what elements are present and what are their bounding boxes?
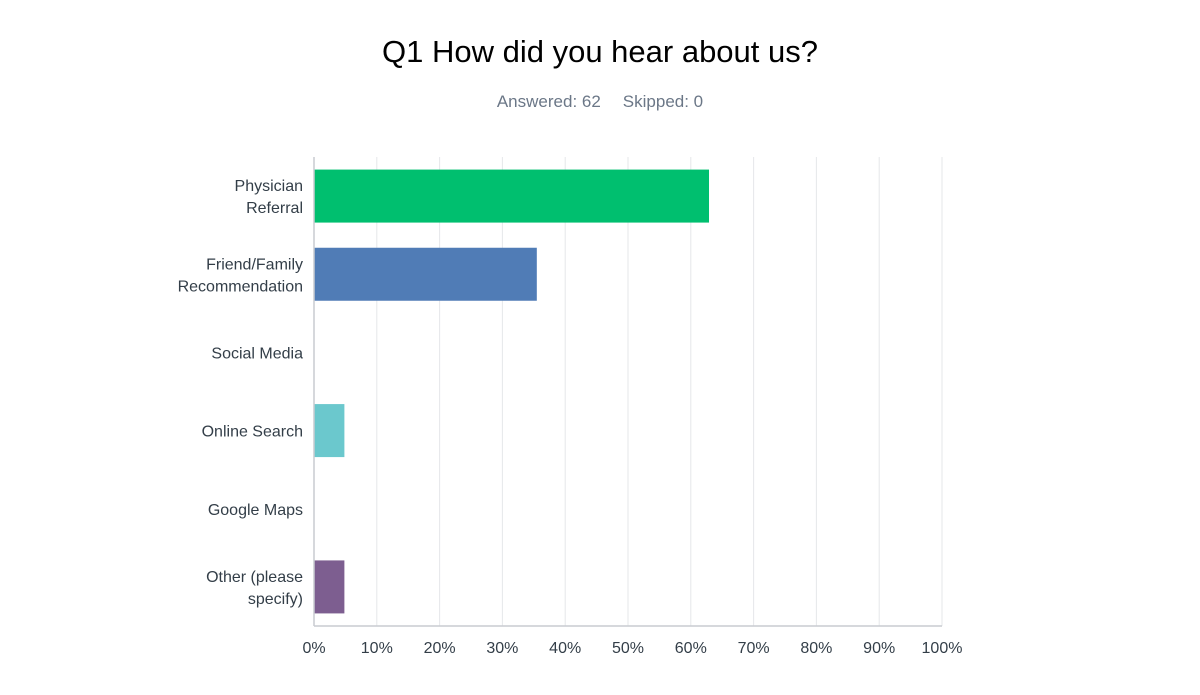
x-tick-label: 90% [863,640,895,657]
skipped-count: Skipped: 0 [622,92,704,111]
bar-1 [314,247,537,301]
category-label: Other (please specify) [206,569,303,608]
x-tick-labels: 0% 10% 20% 30% 40% 50% 60% 70% 80% 90% 100% [302,640,962,657]
answered-count: Answered: 62 [496,92,601,111]
category-label: Friend/Family Recommendation [178,256,303,295]
category-label: Physician Referral [235,178,303,217]
bar-5 [314,560,345,614]
category-label: Social Media [211,345,303,362]
axes [313,157,942,627]
bar-0 [314,169,710,223]
x-tick-label: 40% [549,640,581,657]
category-labels: Physician Referral Friend/Family Recommenda… [178,178,304,608]
x-tick-label: 10% [361,640,393,657]
x-tick-label: 0% [302,640,325,657]
x-tick-label: 100% [922,640,963,657]
category-label: Online Search [202,424,303,441]
x-tick-label: 60% [675,640,707,657]
x-tick-label: 20% [424,640,456,657]
x-tick-label: 70% [738,640,770,657]
x-tick-label: 80% [800,640,832,657]
x-tick-label: 50% [612,640,644,657]
x-tick-label: 30% [486,640,518,657]
bars [314,169,710,614]
gridlines [376,157,943,626]
category-label: Google Maps [208,502,303,519]
chart-title: Q1 How did you hear about us? [382,34,818,69]
response-summary: Answered: 62 Skipped: 0 [0,90,1200,114]
bar-3 [314,404,345,458]
